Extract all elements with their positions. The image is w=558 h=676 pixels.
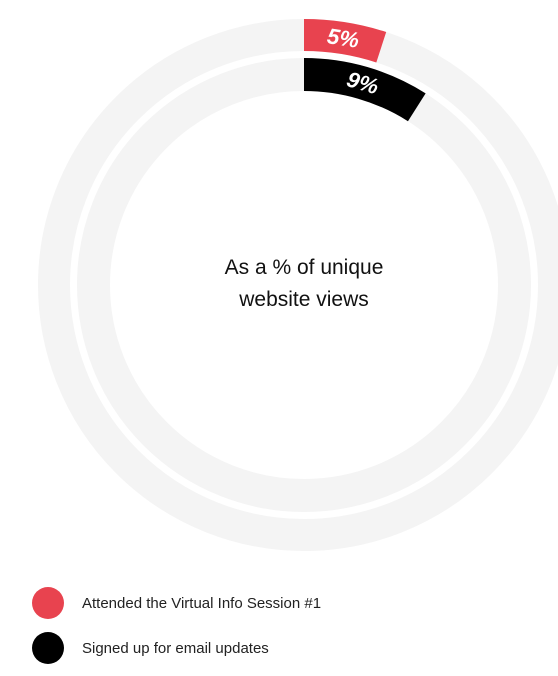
legend-swatch-email-updates <box>32 632 64 664</box>
data-label-0: 5% <box>325 23 360 53</box>
center-label: As a % of unique website views <box>139 252 469 316</box>
center-label-line-1: As a % of unique <box>224 256 384 279</box>
legend-item-email-updates: Signed up for email updates <box>32 631 321 665</box>
legend-swatch-info-session <box>32 587 64 619</box>
ring-segment-1 <box>304 58 426 122</box>
legend-item-info-session: Attended the Virtual Info Session #1 <box>32 586 321 620</box>
center-label-line-2: website views <box>239 288 369 311</box>
legend-label-email-updates: Signed up for email updates <box>82 639 269 657</box>
legend: Attended the Virtual Info Session #1 Sig… <box>32 586 321 676</box>
ring-segment-0 <box>304 19 387 63</box>
donut-chart: 5%9% <box>38 19 558 551</box>
legend-label-info-session: Attended the Virtual Info Session #1 <box>82 594 322 612</box>
